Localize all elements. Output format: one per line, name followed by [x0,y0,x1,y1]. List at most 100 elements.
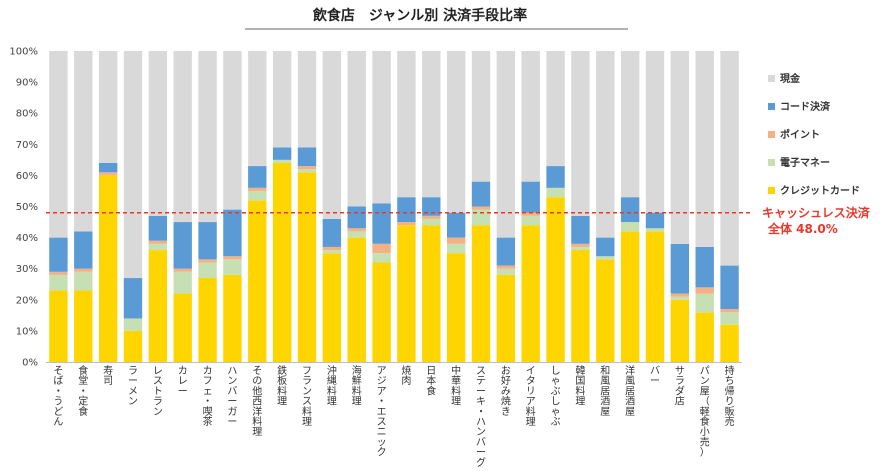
bar-segment [347,228,366,232]
bar-segment [49,271,68,275]
bar-segment [521,51,540,182]
bar-segment [645,231,665,362]
bar-segment [645,212,665,229]
bar-segment [397,225,416,362]
bar-segment [347,206,366,229]
x-category-label: ステーキ・ハンバーグ [476,366,486,469]
bar-segment [347,237,366,362]
x-category-label: サラダ店 [675,365,685,408]
x-category-label: バー [650,365,660,387]
bar-segment [272,162,292,362]
bar-segment [272,147,292,160]
bar-segment [546,51,565,167]
bar-segment [74,271,93,291]
bar-segment [571,51,590,216]
bar-segment [571,215,590,244]
bar-segment [248,166,267,188]
y-tick-label: 80% [16,109,38,120]
x-category-label: カレー [178,365,188,397]
bar-segment [148,215,168,241]
bar-segment [248,200,267,362]
bar-segment [223,51,242,210]
bar-segment [670,299,690,362]
x-category-label: 海鮮料理 [352,364,362,408]
bar-segment [695,51,714,247]
bar-segment [720,309,739,313]
bar-segment [148,240,168,244]
bar-segment [173,51,192,223]
legend-label: コード決済 [780,100,831,113]
bar-segment [496,51,516,238]
x-category-label: 焼肉 [401,365,411,387]
bar-segment [223,274,242,362]
bar-segment [198,278,217,362]
x-category-label: 沖縄料理 [327,364,337,408]
reference-label-line2: 全体 48.0% [767,221,838,236]
bar-segment [198,222,217,260]
x-category-label: アジア・エスニック [377,366,387,459]
bar-segment [620,197,640,223]
bar-segment [248,51,267,167]
bar-segment [49,51,68,238]
bar-segment [720,324,739,362]
x-category-label: 日本食 [426,366,436,397]
bar-segment [496,265,516,269]
bar-segment [670,293,690,297]
bar-segment [198,259,217,263]
bar-segment [422,215,441,219]
bar-segment [49,290,68,362]
x-category-label: レストラン [153,366,163,418]
bar-segment [546,197,565,362]
bar-segment [471,225,491,362]
bar-segment [74,51,93,232]
bar-segment [173,271,192,294]
bar-segment [720,312,739,325]
bar-segment [397,51,416,198]
bar-segment [297,147,317,167]
bar-segment [695,287,714,294]
bar-segment [123,51,143,279]
bar-segment [347,51,366,207]
bar-segment [98,175,118,362]
bar-segment [148,243,168,251]
legend-label: クレジットカード [780,185,860,197]
bar-segment [322,246,342,251]
bar-segment [49,274,68,291]
bar-segment [198,51,217,223]
bar-segment [297,166,317,170]
bar-segment [74,268,93,272]
y-tick-label: 40% [16,233,38,244]
bar-segment [297,169,317,173]
y-tick-label: 30% [16,264,38,275]
bar-segment [695,246,714,288]
x-category-label: 韓国料理 [575,365,585,408]
bar-segment [223,259,242,275]
y-tick-label: 70% [16,140,38,151]
bar-segment [248,187,267,191]
x-category-label: パン屋（軽食小売） [700,365,710,459]
bar-segment [372,253,391,263]
bar-segment [670,296,690,300]
bar-segment [223,256,242,260]
x-category-label: しゃぶしゃぶ [551,365,561,428]
x-category-label: 寿司 [103,364,113,387]
bar-segment [173,222,192,269]
y-tick-label: 10% [16,326,38,337]
bar-segment [571,243,590,247]
bar-segment [571,250,590,362]
bar-segment [372,203,391,244]
chart-title: 飲食店 ジャンル別 決済手段比率 [312,7,527,24]
bar-segment [521,181,540,213]
bar-segment [446,243,466,254]
bar-segment [695,312,714,362]
bar-segment [521,225,540,362]
bar-segment [49,237,68,272]
bar-segment [496,237,516,266]
bar-segment [496,268,516,275]
bar-segment [223,209,242,257]
x-category-label: お好み焼き [501,365,511,418]
bar-segment [148,51,168,216]
legend-swatch [768,187,775,194]
